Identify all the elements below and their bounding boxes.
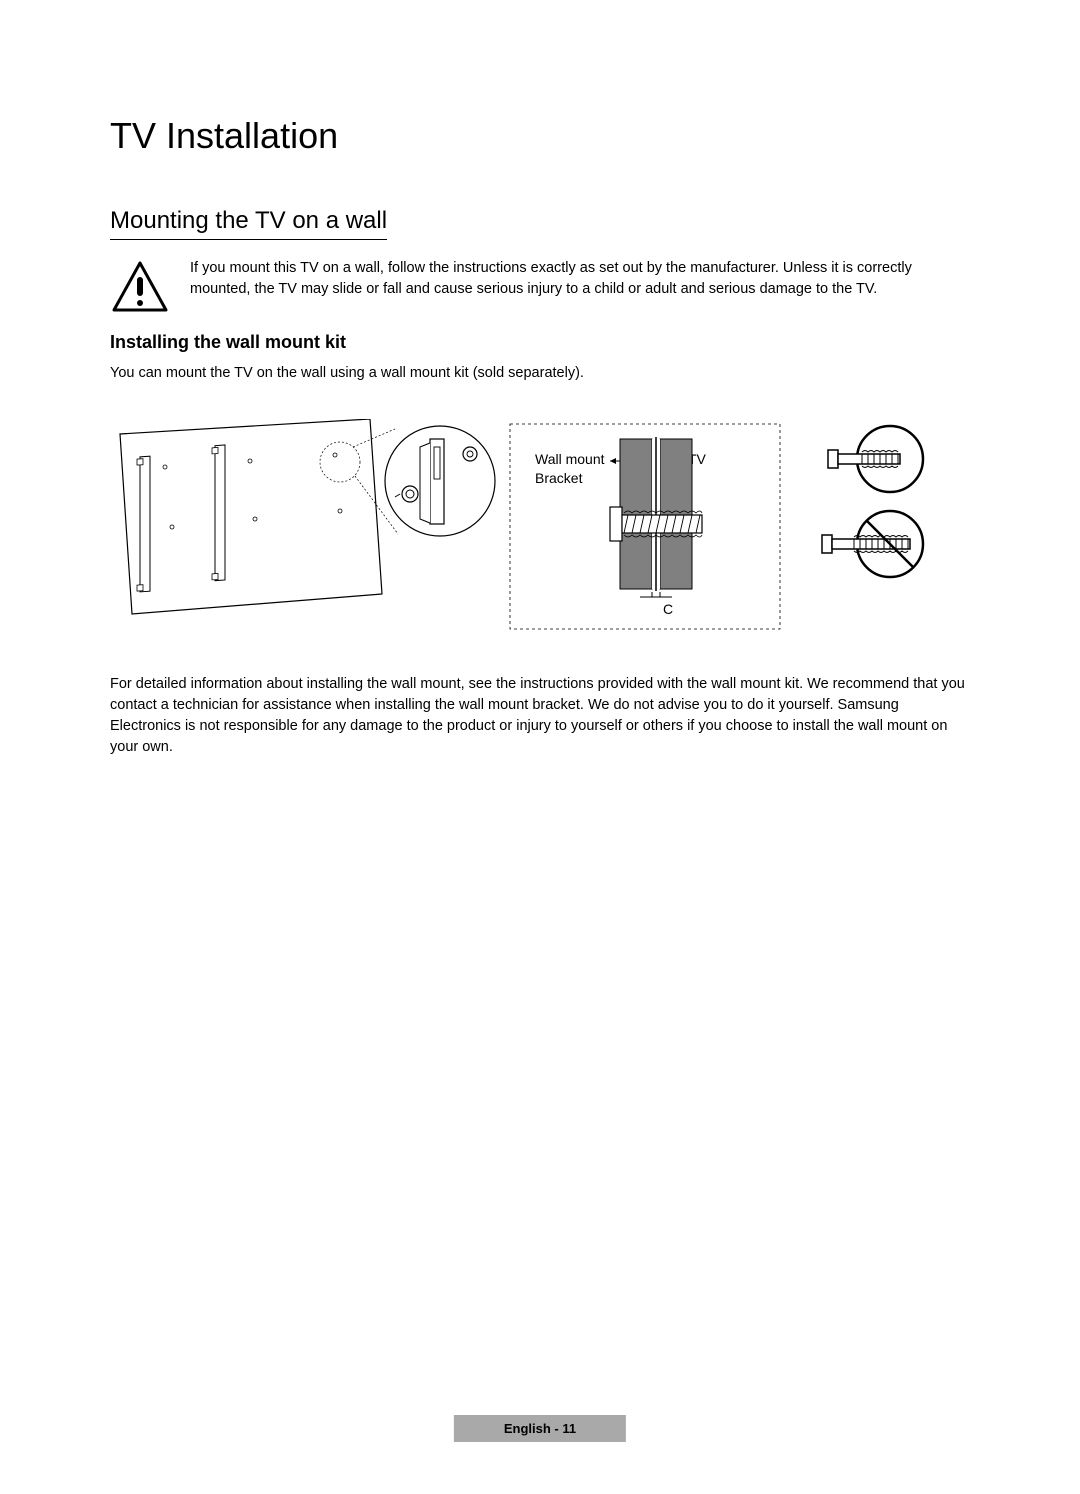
diagram-area: Wall mount Bracket TV xyxy=(110,419,970,639)
main-title: TV Installation xyxy=(110,115,970,157)
warning-block: If you mount this TV on a wall, follow t… xyxy=(110,258,970,314)
installation-diagram: Wall mount Bracket TV xyxy=(110,419,970,639)
section-title: Mounting the TV on a wall xyxy=(110,207,387,240)
bracket-detail-circle xyxy=(385,426,495,536)
warning-icon xyxy=(110,260,170,314)
detail-text: For detailed information about installin… xyxy=(110,674,970,758)
label-wall-mount: Wall mount xyxy=(535,451,605,467)
intro-text: You can mount the TV on the wall using a… xyxy=(110,363,970,384)
subsection-title: Installing the wall mount kit xyxy=(110,332,970,353)
screw-not-ok-icon xyxy=(822,511,923,577)
label-c: C xyxy=(663,601,673,617)
label-bracket: Bracket xyxy=(535,470,583,486)
page-content: TV Installation Mounting the TV on a wal… xyxy=(0,0,1080,758)
warning-text: If you mount this TV on a wall, follow t… xyxy=(190,258,970,300)
screw-ok-icon xyxy=(828,426,923,492)
cross-section-box: Wall mount Bracket TV xyxy=(510,424,780,629)
page-footer: English - 11 xyxy=(454,1415,626,1442)
tv-mount-illustration xyxy=(120,419,398,614)
